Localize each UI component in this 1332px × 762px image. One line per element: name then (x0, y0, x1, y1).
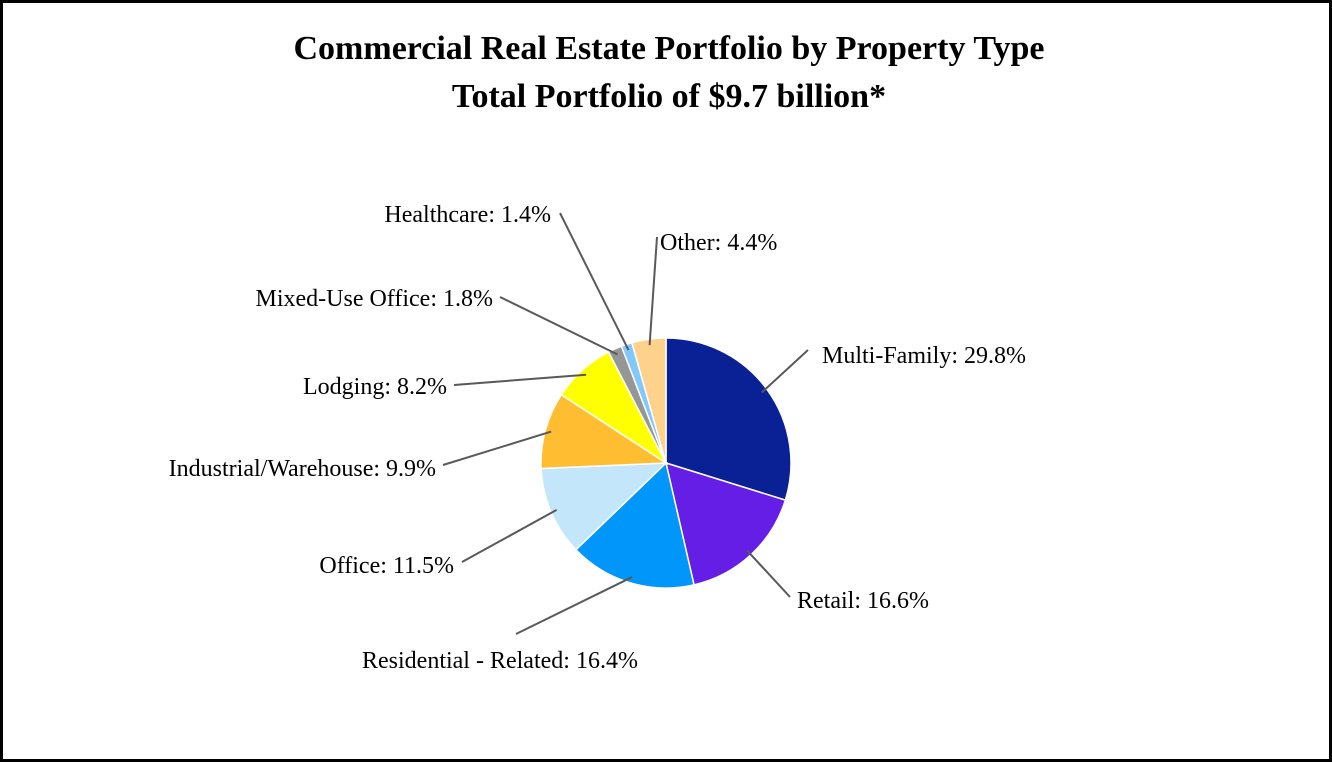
slice-labels: Multi-Family: 29.8% Retail: 16.6% Resident… (169, 202, 1026, 674)
leader-line (461, 509, 558, 563)
pie-slice (574, 461, 695, 589)
leader-line (761, 349, 809, 394)
leader-line (648, 236, 658, 346)
slice-label: Retail: 16.6% (797, 588, 929, 614)
slice-label: Office: 11.5% (319, 553, 454, 579)
slice-label: Lodging: 8.2% (303, 374, 447, 400)
slice-label: Residential - Related: 16.4% (362, 648, 638, 674)
pie-slices (540, 337, 792, 589)
slice-label: Healthcare: 1.4% (384, 202, 551, 228)
pie-slice (540, 393, 669, 470)
chart-title: Commercial Real Estate Portfolio by Prop… (293, 30, 1045, 67)
slice-label: Other: 4.4% (660, 230, 777, 256)
chart-subtitle: Total Portfolio of $9.7 billion* (451, 78, 887, 115)
leader-line (515, 576, 633, 635)
slice-label: Mixed-Use Office: 1.8% (256, 286, 494, 312)
pie-slice (630, 337, 667, 464)
leader-line (746, 549, 791, 598)
slice-label: Industrial/Warehouse: 9.9% (169, 456, 436, 482)
leader-line (442, 430, 552, 466)
leader-line (453, 373, 587, 386)
slice-label: Multi-Family: 29.8% (822, 343, 1026, 369)
leader-line (559, 212, 630, 351)
leader-lines (442, 212, 809, 635)
leader-line (499, 296, 618, 356)
